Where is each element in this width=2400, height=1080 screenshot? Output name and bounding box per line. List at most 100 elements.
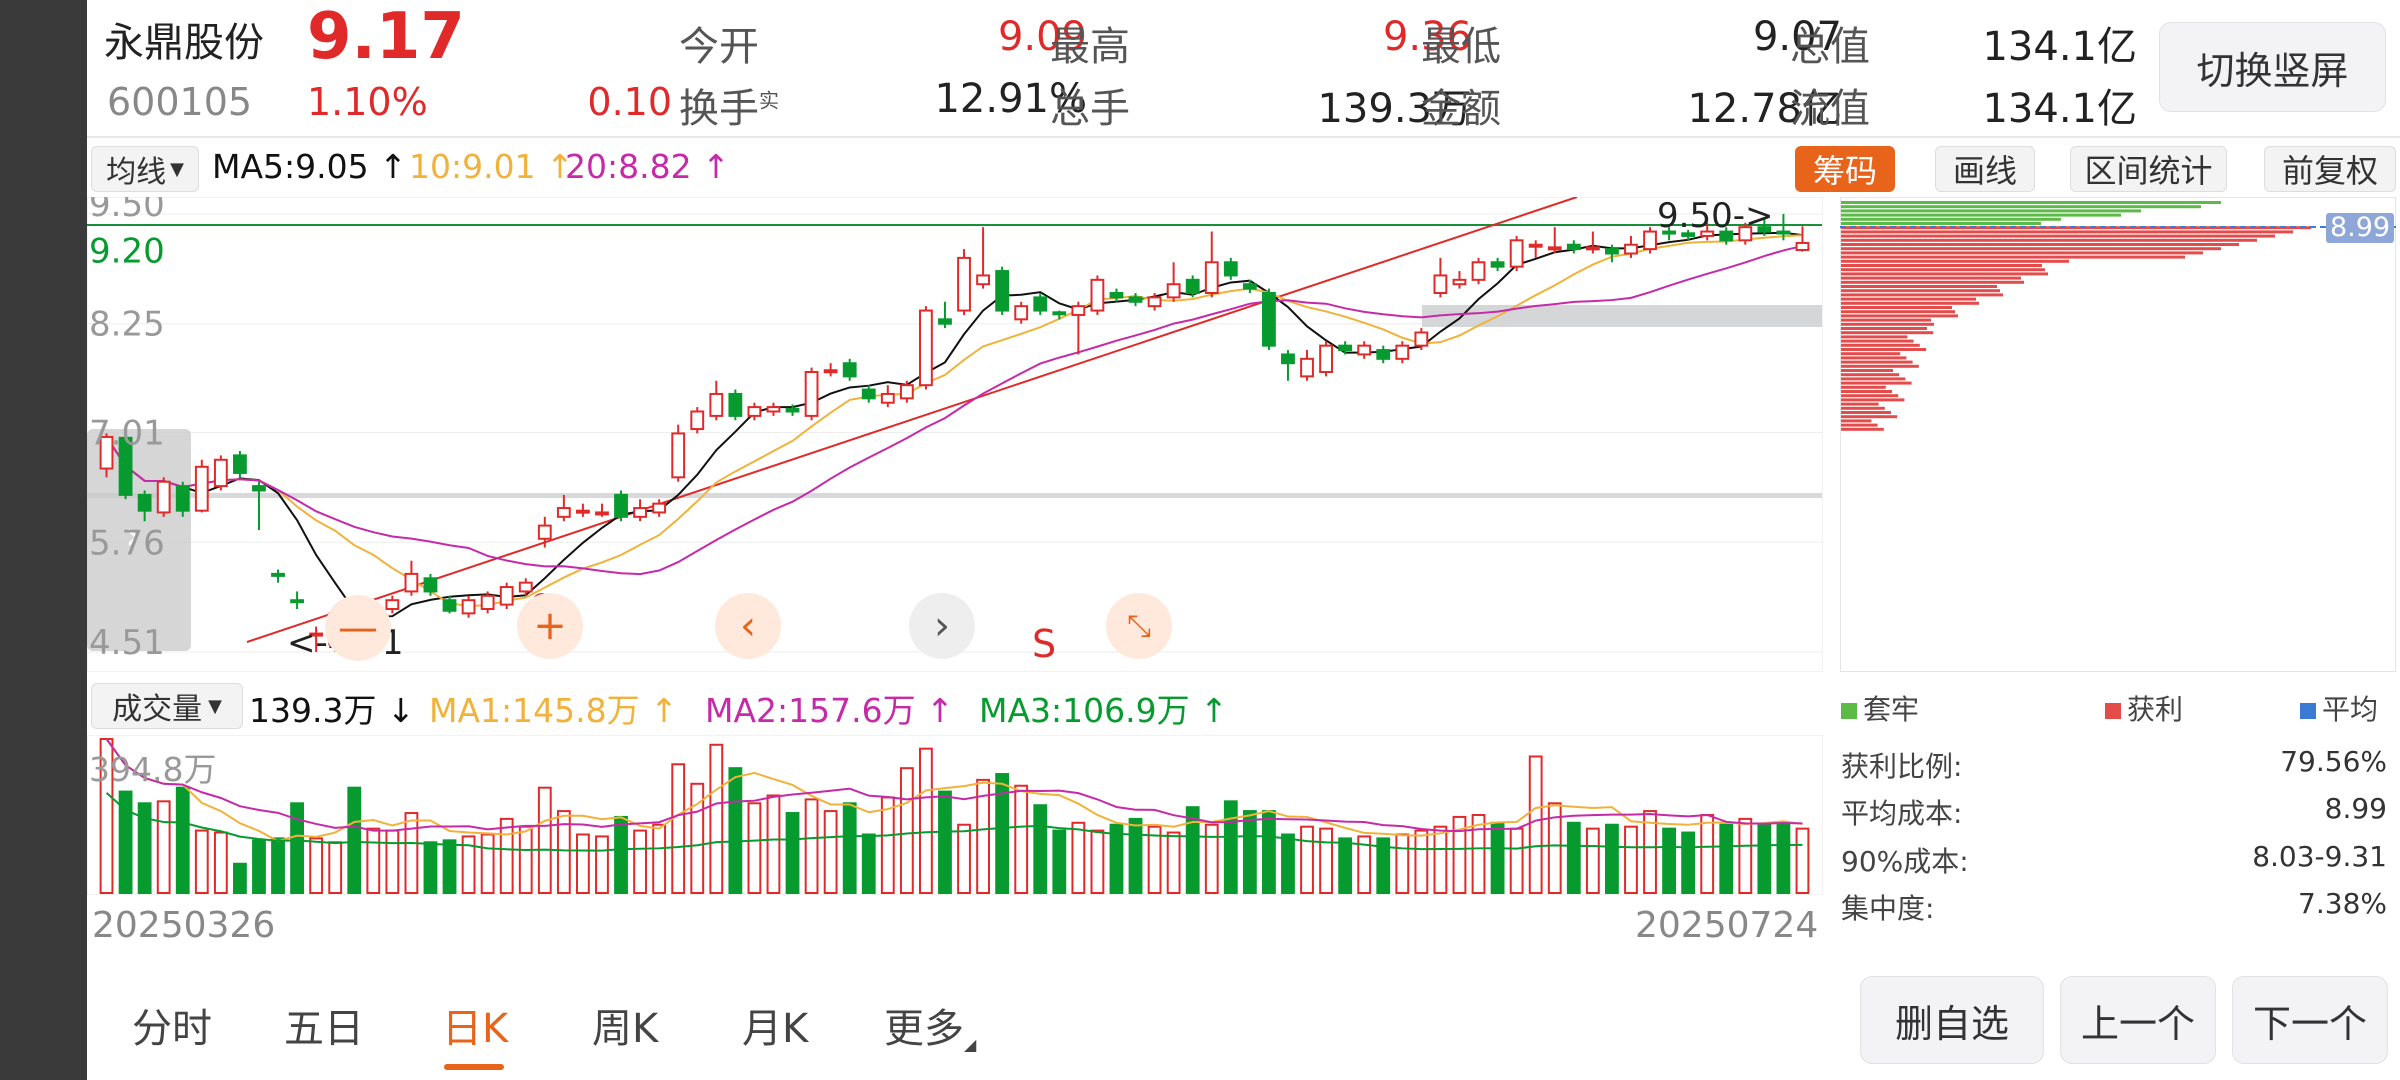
candle-body	[461, 599, 476, 615]
candle-body	[1300, 357, 1314, 378]
candle-body	[1090, 278, 1105, 312]
volume-label: 总手	[1050, 86, 1130, 132]
chip-bar	[1841, 310, 1955, 314]
tab-intraday[interactable]: 分时	[132, 1006, 212, 1052]
volume-bar	[728, 767, 743, 894]
change-percent: 1.10%	[307, 80, 428, 124]
volume-bar	[385, 829, 400, 894]
price-axis-label: 5.76	[89, 523, 165, 563]
chip-bar	[1841, 356, 1907, 360]
minus-icon: —	[338, 605, 378, 651]
tab-daily-k[interactable]: 日K	[442, 1006, 509, 1052]
tab-weekly-k[interactable]: 周K	[592, 1006, 659, 1052]
zoom-out-button[interactable]: —	[325, 595, 391, 661]
previous-stock-button[interactable]: 上一个	[2060, 976, 2216, 1064]
chip-bar	[1841, 415, 1898, 419]
price-axis-label: 7.01	[89, 414, 165, 454]
volume-bar	[614, 815, 628, 894]
volume-bar	[1719, 823, 1734, 894]
candle-body	[1509, 239, 1524, 268]
chip-bar	[1841, 411, 1891, 414]
candle-body	[271, 572, 285, 577]
candle-body	[938, 318, 952, 325]
remove-watchlist-button[interactable]: 删自选	[1860, 976, 2044, 1064]
candle-body	[137, 493, 152, 512]
chip-bar	[1841, 255, 2185, 259]
draw-line-button[interactable]: 画线	[1935, 146, 2035, 192]
chip-distribution-chart[interactable]: 8.99	[1840, 197, 2396, 672]
chip-bar	[1841, 394, 1899, 398]
header-divider	[87, 136, 2400, 138]
tab-monthly-k[interactable]: 月K	[742, 1006, 809, 1052]
stock-name: 永鼎股份	[104, 20, 264, 66]
candlestick-chart[interactable]: › 9.509.208.257.015.764.51 9.50-> <-4.51	[87, 197, 1823, 672]
candle-body	[1547, 246, 1562, 251]
chip-bar	[1841, 373, 1900, 377]
candle-body	[671, 432, 686, 479]
volume-bar	[919, 747, 933, 895]
ma20-value: 20:8.82 ↑	[565, 147, 730, 186]
volume-ma3-line	[105, 792, 1803, 852]
volume-bar	[671, 763, 686, 894]
candle-body	[1738, 226, 1753, 242]
ma-selector[interactable]: 均线 ▼	[91, 146, 199, 192]
stock-code: 600105	[107, 80, 253, 124]
chip-bar	[1841, 230, 2293, 234]
zoom-in-button[interactable]: +	[517, 593, 583, 659]
turnover-value: 12.91%	[934, 76, 1087, 122]
price-axis-label: 9.50	[89, 197, 165, 225]
volume-bar	[1281, 833, 1295, 895]
date-end: 20250724	[1635, 905, 1819, 946]
scroll-right-button[interactable]: ›	[909, 593, 975, 659]
volume-bar	[957, 823, 971, 894]
change-amount: 0.10	[587, 80, 672, 124]
tab-more[interactable]: 更多◢	[884, 996, 976, 1054]
candle-body	[1566, 243, 1581, 251]
volume-bar	[690, 782, 705, 894]
candle-body	[709, 392, 724, 417]
volume-bar	[461, 835, 476, 894]
avg-cost-tag-text: 8.99	[2330, 212, 2390, 243]
chip-bar	[1841, 377, 1906, 381]
collapse-button[interactable]: ⤡	[1106, 593, 1172, 659]
volume-bar	[633, 829, 647, 894]
turnover-label: 换手实	[679, 86, 779, 132]
range-stats-button[interactable]: 区间统计	[2070, 146, 2227, 192]
tab-five-day[interactable]: 五日	[284, 1006, 364, 1052]
switch-portrait-button[interactable]: 切换竖屏	[2159, 22, 2386, 112]
next-stock-button[interactable]: 下一个	[2232, 976, 2388, 1064]
chip-bar	[1841, 364, 1919, 368]
volume-bar	[118, 790, 133, 895]
scroll-left-button[interactable]: ‹	[715, 593, 781, 659]
chip-bar	[1841, 314, 1958, 318]
candle-body	[823, 369, 838, 374]
adjust-button[interactable]: 前复权	[2264, 146, 2396, 192]
tab-more-label: 更多	[884, 1006, 964, 1052]
chip-bar	[1841, 343, 1920, 347]
volume-bar	[1700, 813, 1715, 894]
chip-bar	[1841, 259, 2069, 263]
volume-bar	[1242, 810, 1257, 894]
candle-body	[233, 454, 247, 474]
candle-body	[499, 586, 514, 606]
volume-ma1-line	[105, 738, 1803, 843]
corner-triangle-icon: ◢	[964, 1035, 977, 1054]
candle-body	[99, 435, 114, 470]
chips-button[interactable]: 筹码	[1795, 146, 1895, 192]
avg-cost-tag	[2326, 213, 2394, 243]
stat-label-avg-cost: 平均成本:	[1841, 797, 1963, 830]
volume-bar	[556, 810, 571, 894]
chip-bar	[1841, 201, 2221, 204]
candle-body	[995, 270, 1010, 312]
chip-bar	[1841, 205, 2201, 209]
date-start: 20250326	[92, 905, 276, 946]
candle-body	[442, 599, 457, 612]
chip-bar	[1841, 390, 1892, 393]
chip-bar	[1841, 297, 1976, 301]
high-value: 9.36	[1382, 14, 1472, 60]
volume-indicator-selector[interactable]: 成交量 ▼	[91, 683, 243, 729]
chip-bar	[1841, 247, 2221, 251]
volume-bar	[1757, 823, 1772, 894]
candle-body	[919, 309, 933, 387]
volume-chart[interactable]: 394.8万	[87, 735, 1823, 895]
